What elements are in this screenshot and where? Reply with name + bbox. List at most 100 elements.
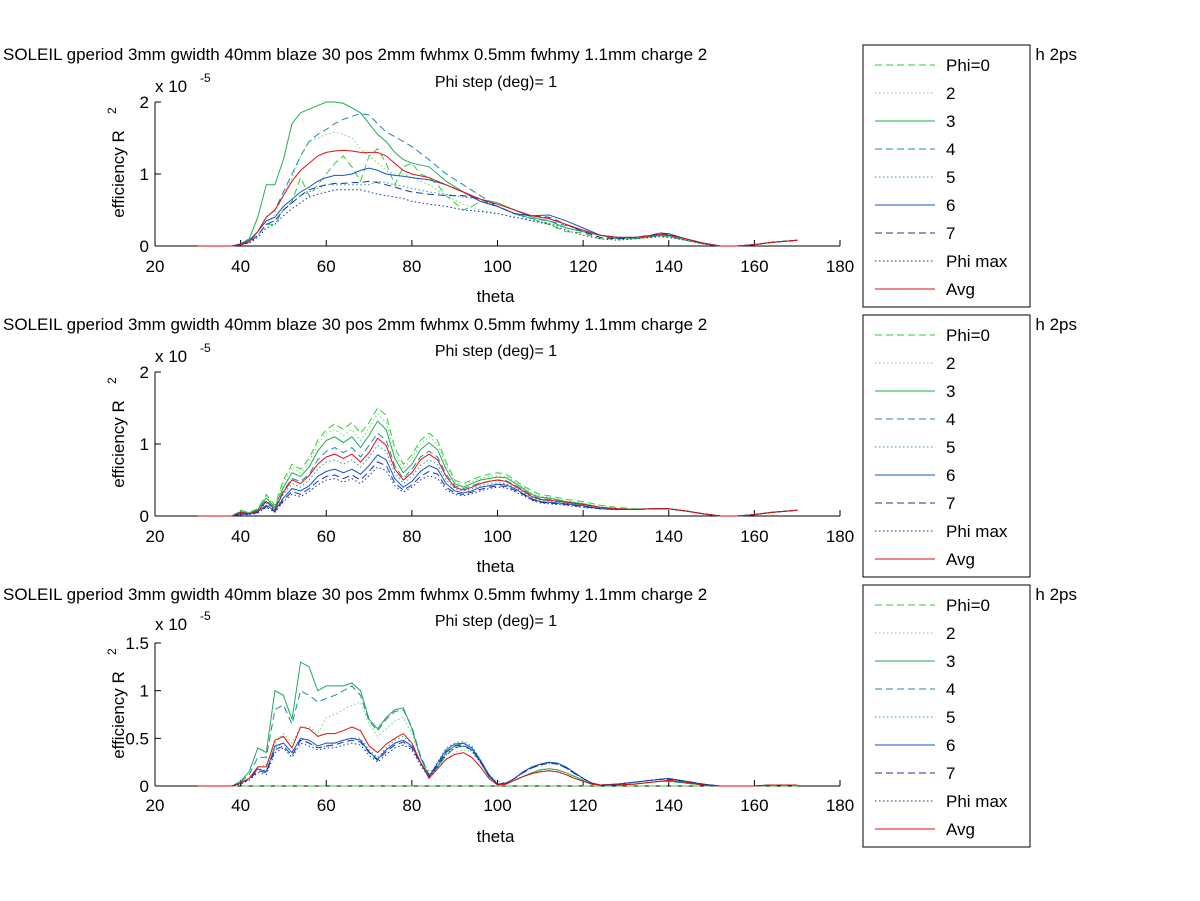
x-tick-label: 60: [317, 257, 336, 276]
y-exponent-superscript: -5: [200, 609, 211, 623]
x-tick-label: 160: [740, 527, 768, 546]
y-axis-label-superscript: 2: [105, 648, 119, 655]
x-tick-label: 100: [483, 257, 511, 276]
series-line-4: [197, 432, 798, 517]
legend-label: Phi=0: [946, 596, 990, 615]
legend-label: 4: [946, 410, 955, 429]
legend-label: 4: [946, 680, 955, 699]
y-axis-label: efficiency R: [109, 400, 128, 488]
legend-label: 7: [946, 764, 955, 783]
x-tick-label: 160: [740, 257, 768, 276]
series-line-3: [197, 420, 798, 517]
series-line-phi-max: [197, 742, 798, 787]
legend-label: Avg: [946, 280, 975, 299]
y-axis-label-superscript: 2: [105, 107, 119, 114]
legend-label: 2: [946, 624, 955, 643]
x-tick-label: 140: [655, 796, 683, 815]
y-axis-label: efficiency R: [109, 671, 128, 759]
legend-label: 5: [946, 438, 955, 457]
x-tick-label: 180: [826, 257, 854, 276]
legend-label: 7: [946, 224, 955, 243]
x-tick-label: 180: [826, 796, 854, 815]
y-axis-label-group: efficiency R 2: [105, 648, 128, 759]
plot-title: SOLEIL gperiod 3mm gwidth 40mm blaze 30 …: [3, 315, 707, 334]
x-tick-label: 60: [317, 527, 336, 546]
y-exponent-superscript: -5: [200, 341, 211, 355]
y-exponent-label: x 10: [155, 77, 187, 96]
legend-box: [862, 44, 1031, 308]
plot-subtitle: Phi step (deg)= 1: [435, 613, 557, 630]
legend-label: 4: [946, 140, 955, 159]
legend-label: 3: [946, 112, 955, 131]
plot-subtitle: Phi step (deg)= 1: [435, 343, 557, 360]
x-tick-label: 140: [655, 527, 683, 546]
y-tick-label: 0: [140, 777, 149, 796]
plot-title: SOLEIL gperiod 3mm gwidth 40mm blaze 30 …: [3, 45, 707, 64]
x-tick-label: 120: [569, 257, 597, 276]
series-line-6: [197, 167, 798, 247]
legend-label: Phi=0: [946, 56, 990, 75]
x-tick-label: 40: [231, 527, 250, 546]
y-exponent-label: x 10: [155, 615, 187, 634]
x-tick-label: 40: [231, 796, 250, 815]
series-line-4: [197, 112, 798, 247]
x-axis-label: theta: [477, 557, 515, 576]
y-tick-label: 0: [140, 237, 149, 256]
legend-label: Phi=0: [946, 326, 990, 345]
plot-title-tail: h 2ps: [1035, 45, 1077, 64]
y-axis-label: efficiency R: [109, 130, 128, 218]
y-tick-label: 1: [140, 682, 149, 701]
series-line-4: [197, 685, 798, 787]
legend-label: 5: [946, 168, 955, 187]
plot-title: SOLEIL gperiod 3mm gwidth 40mm blaze 30 …: [3, 585, 707, 604]
series-line-6: [197, 737, 798, 787]
x-tick-label: 140: [655, 257, 683, 276]
x-tick-label: 120: [569, 527, 597, 546]
series-line-7: [197, 180, 798, 247]
x-tick-label: 40: [231, 257, 250, 276]
x-tick-label: 60: [317, 796, 336, 815]
y-tick-label: 1: [140, 165, 149, 184]
y-axis-label-group: efficiency R 2: [105, 377, 128, 488]
y-exponent-label: x 10: [155, 347, 187, 366]
series-line-5: [197, 735, 798, 787]
series-line-2: [197, 701, 798, 787]
y-axis-label-superscript: 2: [105, 377, 119, 384]
x-tick-label: 180: [826, 527, 854, 546]
x-tick-label: 80: [402, 527, 421, 546]
legend-label: Phi max: [946, 252, 1008, 271]
plot-title-tail: h 2ps: [1035, 315, 1077, 334]
legend-label: Phi max: [946, 522, 1008, 541]
series-line-3: [197, 661, 798, 787]
series-line-avg: [197, 437, 798, 517]
legend-label: 2: [946, 354, 955, 373]
y-exponent-superscript: -5: [200, 71, 211, 85]
series-line-7: [197, 739, 798, 787]
y-tick-label: 2: [140, 363, 149, 382]
series-line-phi-0: [197, 407, 798, 517]
y-tick-label: 0.5: [125, 729, 149, 748]
x-tick-label: 120: [569, 796, 597, 815]
subplot-1: SOLEIL gperiod 3mm gwidth 40mm blaze 30 …: [3, 44, 1077, 308]
legend: Phi=0 2 3 4 5 6 7 Phi max Avg: [862, 314, 1031, 578]
series-line-avg: [197, 726, 798, 787]
x-tick-label: 20: [146, 527, 165, 546]
x-axis-label: theta: [477, 287, 515, 306]
legend-label: Avg: [946, 550, 975, 569]
legend-label: 7: [946, 494, 955, 513]
series-line-2: [197, 131, 798, 247]
subplot-2: SOLEIL gperiod 3mm gwidth 40mm blaze 30 …: [3, 314, 1077, 578]
series-line-phi-max: [197, 466, 798, 517]
legend-label: 6: [946, 736, 955, 755]
plot-subtitle: Phi step (deg)= 1: [435, 74, 557, 91]
y-tick-label: 0: [140, 507, 149, 526]
legend-box: [862, 314, 1031, 578]
legend-box: [862, 584, 1031, 848]
series-line-3: [197, 101, 798, 247]
series-line-phi-0: [197, 148, 798, 247]
y-tick-label: 2: [140, 93, 149, 112]
x-tick-label: 80: [402, 796, 421, 815]
legend-label: 5: [946, 708, 955, 727]
legend-label: Avg: [946, 820, 975, 839]
